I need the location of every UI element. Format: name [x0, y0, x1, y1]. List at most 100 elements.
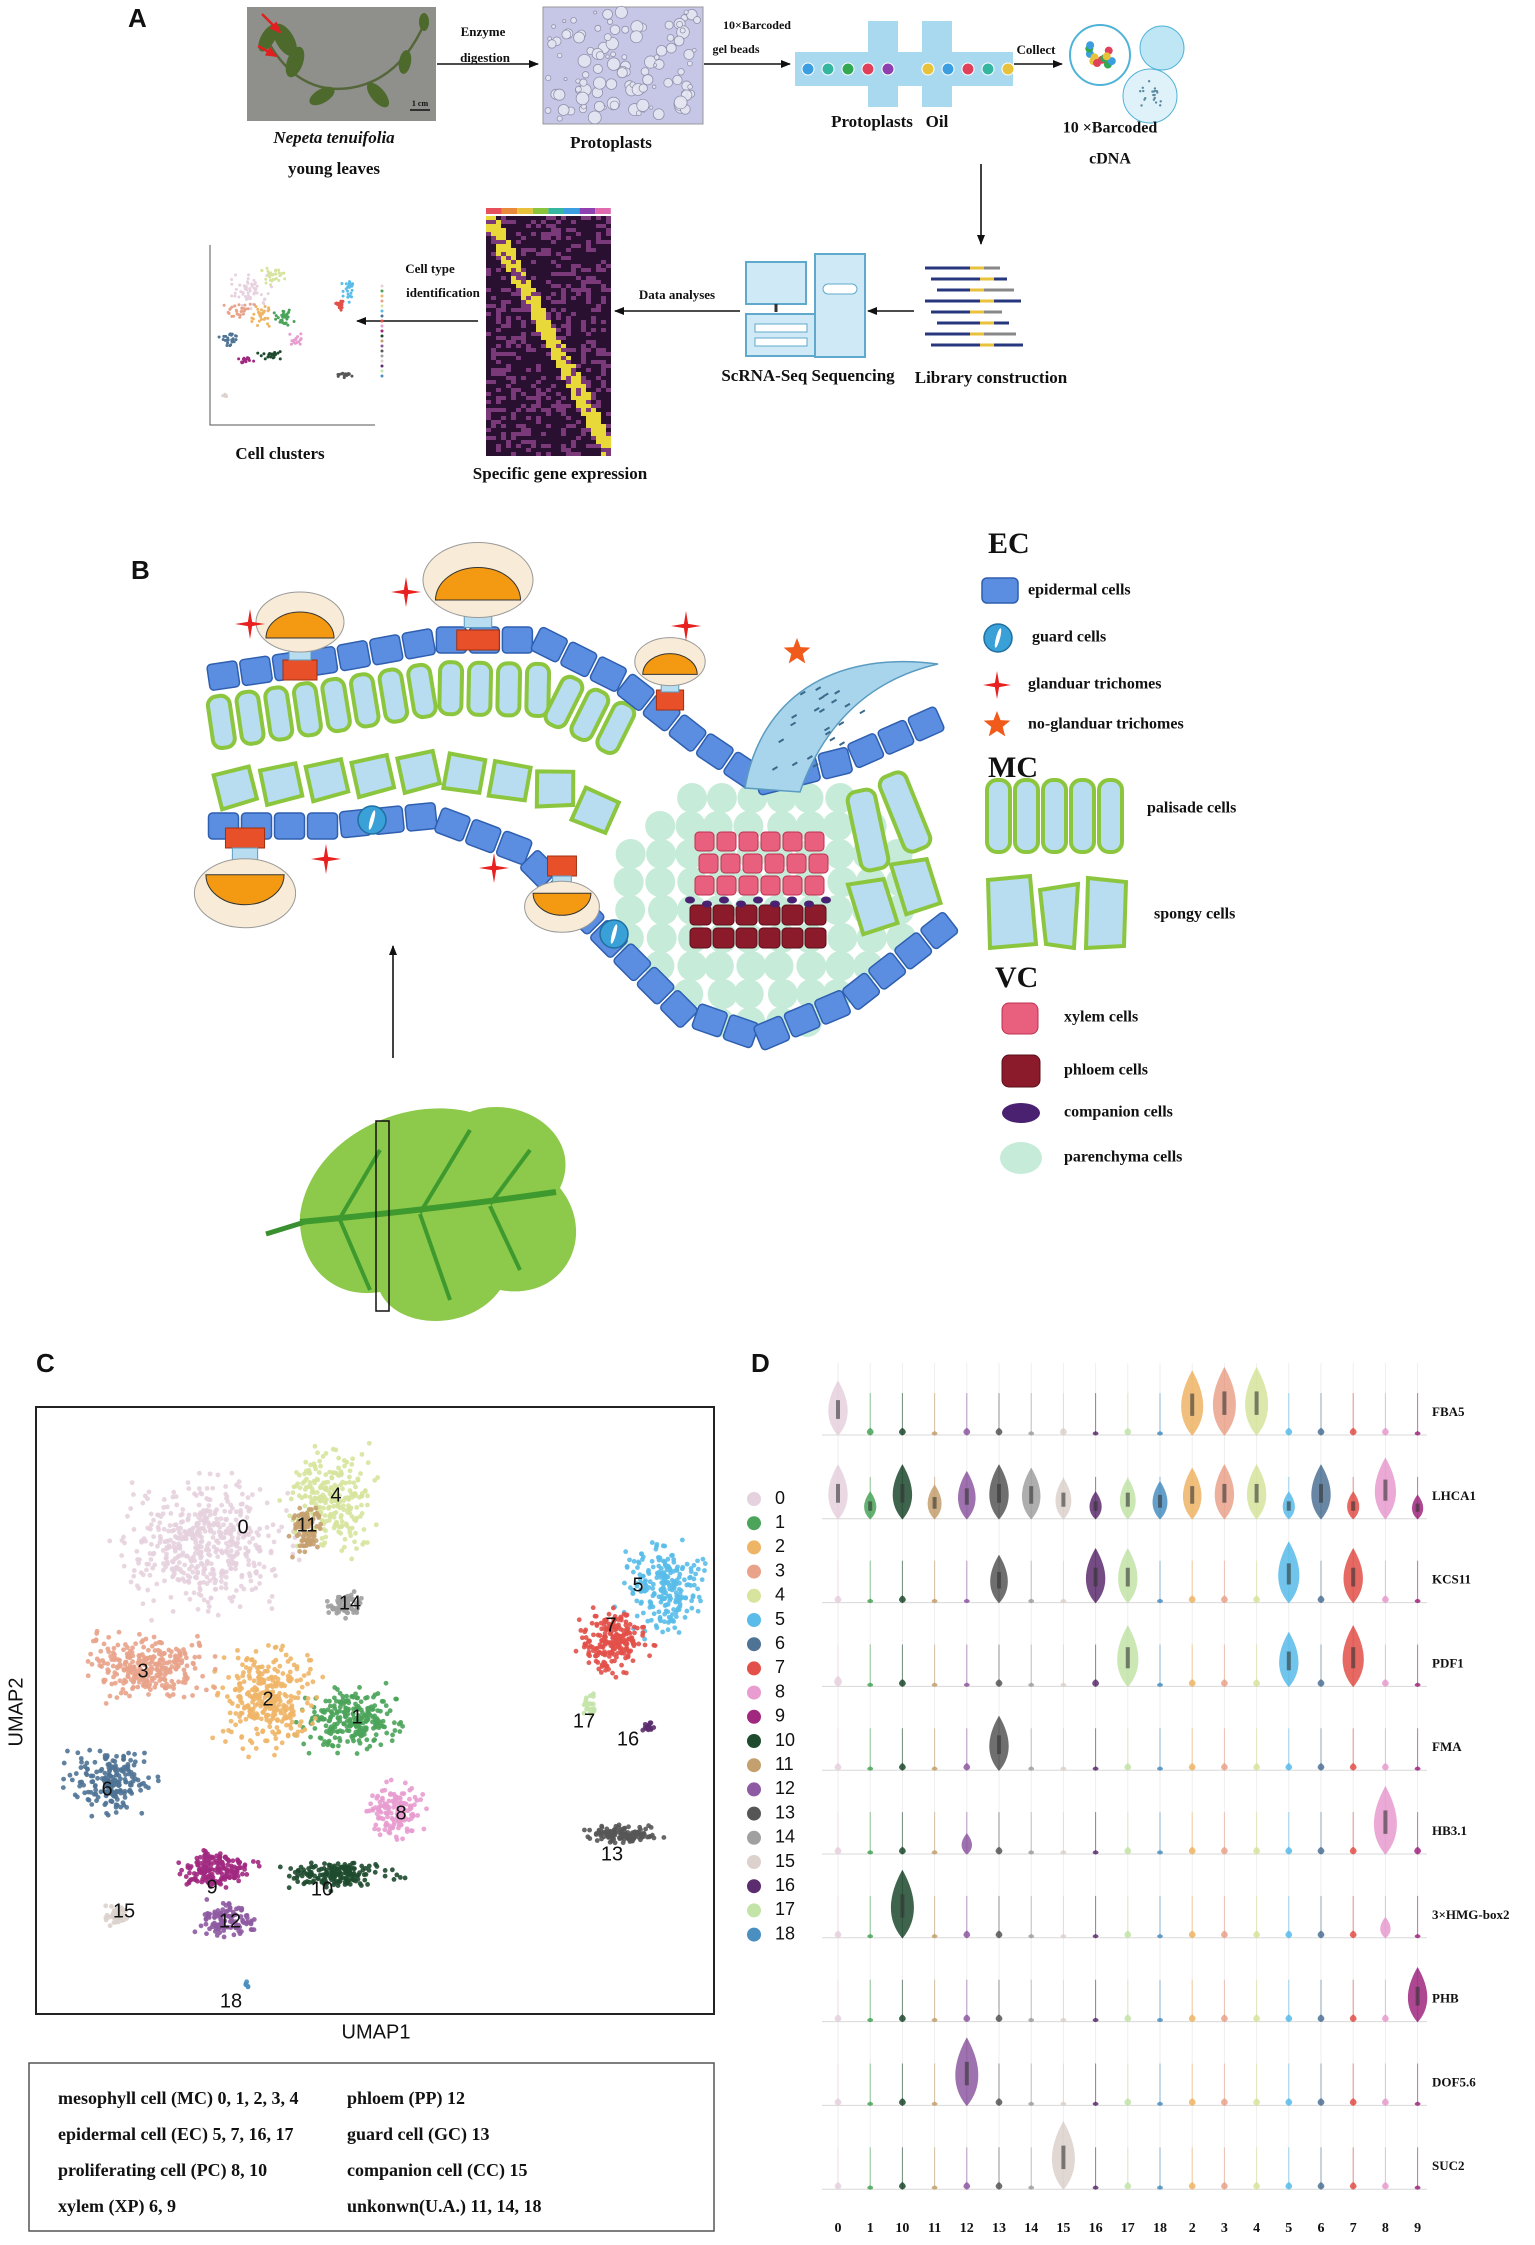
cell-point [610, 1605, 616, 1611]
cell-point [189, 1529, 195, 1535]
heatmap-cell [541, 312, 546, 316]
cell-point [167, 1659, 172, 1665]
heatmap-cell [516, 384, 521, 388]
heatmap-cell [566, 236, 571, 240]
heatmap-cell [571, 344, 576, 348]
heatmap-cell [571, 424, 576, 428]
heatmap-cell [581, 260, 586, 264]
heatmap-cell [556, 384, 561, 388]
heatmap-cell [586, 448, 591, 452]
cell-point [341, 1507, 347, 1513]
heatmap-cell [521, 256, 526, 260]
cell-point [228, 1729, 234, 1735]
heatmap-cell [601, 440, 606, 444]
heatmap-cell [506, 228, 511, 232]
cell-point [192, 1654, 198, 1660]
heatmap-cell [496, 268, 501, 272]
cell-point [142, 1656, 148, 1662]
cell-point [263, 1704, 269, 1710]
heatmap-cell [586, 344, 591, 348]
heatmap-cell [511, 428, 516, 432]
petiole [265, 1219, 306, 1237]
heatmap-cell [526, 436, 531, 440]
heatmap-cell [576, 224, 581, 228]
cell-point [207, 1508, 213, 1514]
cell-point [178, 1512, 184, 1518]
heatmap-cell [496, 288, 501, 292]
heatmap-cell [506, 408, 511, 412]
cell-point [105, 1661, 111, 1667]
heatmap-cell [536, 364, 541, 368]
cell-point [315, 1450, 320, 1456]
heatmap-cell [531, 368, 536, 372]
heatmap-cell [536, 372, 541, 376]
heatmap-cell [576, 216, 581, 220]
heatmap-cell [526, 416, 531, 420]
heatmap-cell [576, 324, 581, 328]
heatmap-cell [511, 288, 516, 292]
mini-dot [234, 308, 238, 312]
cell-point [171, 1489, 177, 1495]
heatmap-cell [566, 412, 571, 416]
heatmap-cell [516, 416, 521, 420]
cell-point [177, 1653, 183, 1658]
heatmap-cell [556, 288, 561, 292]
heatmap-cell [506, 420, 511, 424]
heatmap-cell [576, 304, 581, 308]
epidermal-cell [842, 972, 881, 1010]
heatmap-cell [606, 396, 611, 400]
mini-legend [380, 359, 384, 363]
heatmap-cell [581, 368, 586, 372]
cell-point [198, 1555, 204, 1561]
cdna-dot [1155, 90, 1159, 93]
heatmap-cell [561, 452, 566, 456]
heatmap-cell [501, 392, 506, 396]
heatmap-cell [511, 220, 516, 224]
heatmap-cell [576, 432, 581, 436]
heatmap-cell [551, 372, 556, 376]
heatmap-cell [526, 376, 531, 380]
heatmap-cell [486, 368, 491, 372]
cell-point [136, 1676, 142, 1682]
heatmap-cell [606, 420, 611, 424]
cell-point [194, 1871, 200, 1877]
heatmap-cell [566, 296, 571, 300]
cell-point [292, 1529, 298, 1535]
heatmap-cell [531, 420, 536, 424]
cell-point [214, 1516, 220, 1522]
heatmap-cell [496, 412, 501, 416]
heatmap-cell [491, 300, 496, 304]
epidermal-cell [753, 1015, 791, 1051]
cell-point [155, 1667, 161, 1673]
cell-point [237, 1681, 243, 1686]
heatmap-cell [551, 452, 556, 456]
mini-dot [266, 322, 270, 326]
heatmap-cell [556, 452, 561, 456]
cell-point [345, 1495, 351, 1501]
mini-dot [230, 340, 234, 344]
heatmap-cell [501, 244, 506, 248]
heatmap-cell [496, 408, 501, 412]
heatmap-cell [596, 416, 601, 420]
cdna-dot [1152, 93, 1155, 97]
cell-point [382, 1827, 388, 1833]
mini-dot [344, 372, 348, 376]
heatmap-cell [491, 444, 496, 448]
cell-point [200, 1513, 206, 1518]
heatmap-cell [556, 340, 561, 344]
heatmap-cell [491, 372, 496, 376]
cell-point [648, 1617, 654, 1623]
heatmap-cell [581, 276, 586, 280]
heatmap-cell [591, 396, 596, 400]
epidermal-cell [239, 655, 273, 687]
cell-point [234, 1543, 239, 1549]
droplet [1139, 25, 1185, 71]
cell-point [196, 1470, 202, 1476]
cell-point [691, 1582, 697, 1588]
heatmap-cell [561, 284, 566, 288]
cell-point [301, 1673, 307, 1678]
cell-point [135, 1557, 140, 1562]
heatmap-cell [536, 436, 541, 440]
cell-point [370, 1793, 375, 1799]
mini-dot [262, 317, 266, 321]
